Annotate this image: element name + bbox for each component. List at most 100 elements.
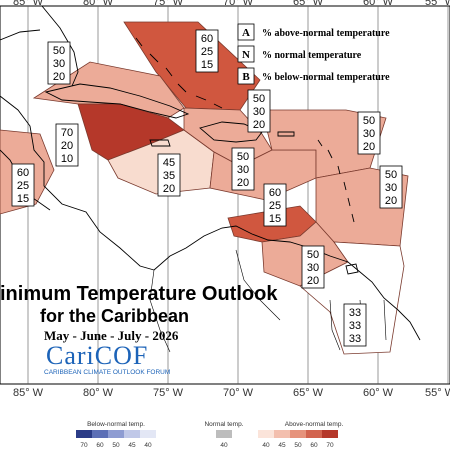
lon-label-bottom: 60° W (363, 387, 394, 399)
prob-normal: 30 (237, 164, 249, 176)
prob-box-north-bahamas: 60 25 15 (195, 29, 219, 73)
prob-normal: 30 (307, 262, 319, 274)
prob-above: 60 (269, 187, 281, 199)
prob-below: 20 (363, 141, 375, 153)
prob-normal: 30 (363, 128, 375, 140)
region-guianas (299, 241, 405, 355)
prob-normal: 30 (385, 182, 397, 194)
prob-normal: 25 (201, 46, 213, 58)
prob-above: 50 (307, 249, 319, 261)
prob-above: 50 (53, 45, 65, 57)
prob-box-eastern-caribbean: 50 30 20 (379, 165, 403, 209)
probability-boxes: 60 25 15 50 30 20 70 20 10 60 25 15 45 3… (11, 29, 403, 347)
season-label: May - June - July - 2026 (44, 328, 179, 343)
lon-label-top: 80° W (83, 0, 114, 8)
legend-normal-swatch (216, 430, 232, 438)
legend-above-swatch (322, 430, 338, 438)
lon-label-bottom: 80° W (83, 387, 114, 399)
legend-above-tick: 70 (326, 442, 334, 449)
key-box-b (237, 67, 255, 85)
legend-above-tick: 40 (262, 442, 270, 449)
prob-below: 15 (269, 213, 281, 225)
caricof-logo: CariCOF (46, 341, 148, 370)
key-box-a (237, 23, 255, 41)
prob-above: 50 (363, 115, 375, 127)
bottom-longitude-labels: 85° W 80° W 75° W 70° W 65° W 60° W 55° … (13, 387, 450, 399)
prob-box-cuba-north: 50 30 20 (47, 41, 71, 85)
legend-above-swatch (274, 430, 290, 438)
legend-normal-tick: 40 (220, 442, 228, 449)
lon-label-top: 65° W (293, 0, 324, 8)
prob-above: 45 (163, 157, 175, 169)
legend-below-tick: 60 (96, 442, 104, 449)
prob-above: 33 (349, 307, 361, 319)
legend-above-swatch (306, 430, 322, 438)
lon-label-top: 70° W (223, 0, 254, 8)
legend-above-swatch (258, 430, 274, 438)
legend-below-label: Below-normal temp. (87, 421, 145, 428)
lon-label-bottom: 55° W (425, 387, 450, 399)
lon-label-top: 55° W (425, 0, 450, 8)
key-desc-a: % above-normal temperature (262, 28, 390, 39)
key-letter-b: B (242, 71, 250, 83)
key-letter-a: A (242, 27, 250, 39)
map-title: inimum Temperature Outlook (0, 283, 278, 305)
prob-below: 33 (349, 333, 361, 345)
key-desc-n: % normal temperature (262, 50, 362, 61)
prob-box-jamaica-cayman: 70 20 10 (55, 123, 79, 167)
prob-below: 20 (163, 183, 175, 195)
prob-above: 50 (253, 93, 265, 105)
prob-below: 10 (61, 153, 73, 165)
title-block: inimum Temperature Outlook for the Carib… (0, 283, 278, 376)
prob-box-guianas: 33 33 33 (343, 303, 367, 347)
prob-above: 50 (385, 169, 397, 181)
lon-label-bottom: 65° W (293, 387, 324, 399)
lon-label-bottom: 85° W (13, 387, 44, 399)
prob-below: 20 (253, 119, 265, 131)
prob-below: 20 (385, 195, 397, 207)
legend-below-tick: 45 (128, 442, 136, 449)
abn-key: A % above-normal temperature N % normal … (237, 23, 390, 85)
prob-normal: 25 (17, 180, 29, 192)
prob-box-central-america: 60 25 15 (11, 163, 35, 207)
legend-above-label: Above-normal temp. (285, 421, 344, 428)
outlook-regions (0, 21, 409, 355)
legend-above-tick: 60 (310, 442, 318, 449)
lon-label-top: 85° W (13, 0, 44, 8)
color-legend: Below-normal temp. Normal temp. Above-no… (76, 421, 343, 449)
prob-below: 20 (53, 71, 65, 83)
prob-box-northern-leewards: 50 30 20 (357, 111, 381, 155)
prob-below: 20 (237, 177, 249, 189)
lon-label-top: 75° W (153, 0, 184, 8)
legend-above-tick: 45 (278, 442, 286, 449)
legend-below-swatch (108, 430, 124, 438)
key-desc-b: % below-normal temperature (262, 72, 390, 83)
top-longitude-labels: 85° W 80° W 75° W 70° W 65° W 60° W 55° … (13, 0, 450, 8)
prob-normal: 30 (53, 58, 65, 70)
prob-above: 60 (201, 33, 213, 45)
prob-below: 15 (17, 193, 29, 205)
legend-below-swatch (140, 430, 156, 438)
prob-box-abc-islands: 60 25 15 (263, 183, 287, 227)
prob-normal: 35 (163, 170, 175, 182)
prob-normal: 20 (61, 140, 73, 152)
legend-below-tick: 50 (112, 442, 120, 449)
prob-box-trinidad-venezuela: 50 30 20 (301, 245, 325, 289)
key-box-n (237, 45, 255, 63)
legend-below-tick: 70 (80, 442, 88, 449)
legend-normal-label: Normal temp. (204, 421, 243, 428)
legend-above-tick: 50 (294, 442, 302, 449)
legend-swatches: 70 60 50 45 40 40 40 45 50 60 70 (76, 430, 338, 449)
prob-below: 15 (201, 59, 213, 71)
prob-above: 60 (17, 167, 29, 179)
legend-below-swatch (92, 430, 108, 438)
lon-label-bottom: 70° W (223, 387, 254, 399)
prob-box-hispaniola-north: 50 30 20 (247, 89, 271, 133)
lon-label-bottom: 75° W (153, 387, 184, 399)
prob-normal: 30 (253, 106, 265, 118)
legend-above-swatch (290, 430, 306, 438)
legend-below-tick: 40 (144, 442, 152, 449)
prob-box-hispaniola-south: 50 30 20 (231, 147, 255, 191)
prob-above: 50 (237, 151, 249, 163)
